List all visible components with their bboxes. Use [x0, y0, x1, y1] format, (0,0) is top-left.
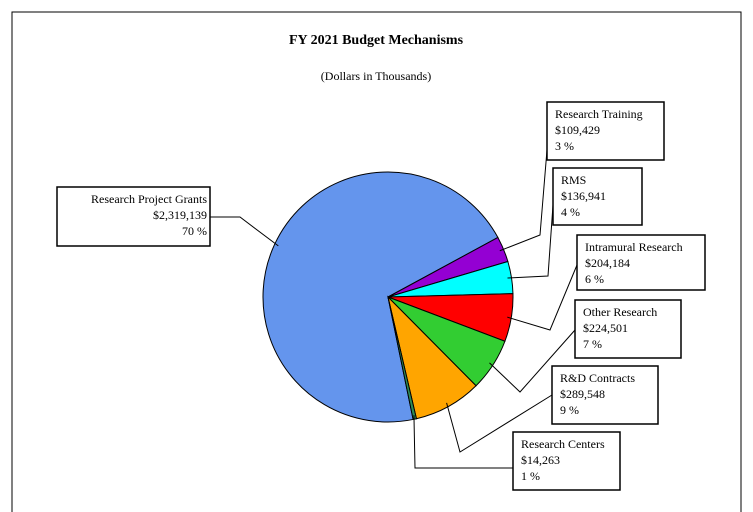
- chart-title: FY 2021 Budget Mechanisms: [289, 33, 464, 48]
- pie-slice: [387, 296, 418, 421]
- label-box: [552, 167, 643, 226]
- slice-label: Research Centers: [521, 437, 605, 451]
- slice-label: RMS: [561, 173, 586, 187]
- slice-value: $204,184: [585, 256, 630, 270]
- leader-line: [507, 204, 554, 279]
- slice-label: Research Project Grants: [91, 192, 207, 206]
- slice-percent: 6 %: [585, 272, 604, 286]
- slice-value: $136,941: [561, 189, 606, 203]
- leader-line: [507, 264, 578, 331]
- slice-percent: 3 %: [555, 139, 574, 153]
- frame: [11, 11, 742, 512]
- label-box: [574, 299, 682, 359]
- slice-percent: 4 %: [561, 205, 580, 219]
- chart-subtitle: (Dollars in Thousands): [321, 69, 431, 83]
- slice-percent: 7 %: [583, 337, 602, 351]
- slice-value: $2,319,139: [153, 208, 207, 222]
- label-box: [546, 101, 665, 161]
- label-box: [56, 186, 211, 247]
- label-box: [576, 234, 706, 291]
- pie-slice: [262, 171, 499, 423]
- slice-label: R&D Contracts: [560, 371, 635, 385]
- leader-line: [499, 149, 548, 252]
- leader-line: [446, 394, 553, 453]
- leader-line: [489, 329, 576, 393]
- slice-percent: 1 %: [521, 469, 540, 483]
- slice-label: Intramural Research: [585, 240, 683, 254]
- label-box: [551, 365, 659, 425]
- slice-label: Other Research: [583, 305, 657, 319]
- slice-value: $109,429: [555, 123, 600, 137]
- slice-value: $289,548: [560, 387, 605, 401]
- slice-percent: 70 %: [182, 224, 207, 238]
- leader-line: [210, 216, 279, 247]
- slice-label: Research Training: [555, 107, 643, 121]
- label-box: [512, 431, 621, 491]
- leader-line: [413, 415, 513, 469]
- slice-value: $14,263: [521, 453, 560, 467]
- slice-value: $224,501: [583, 321, 628, 335]
- slice-percent: 9 %: [560, 403, 579, 417]
